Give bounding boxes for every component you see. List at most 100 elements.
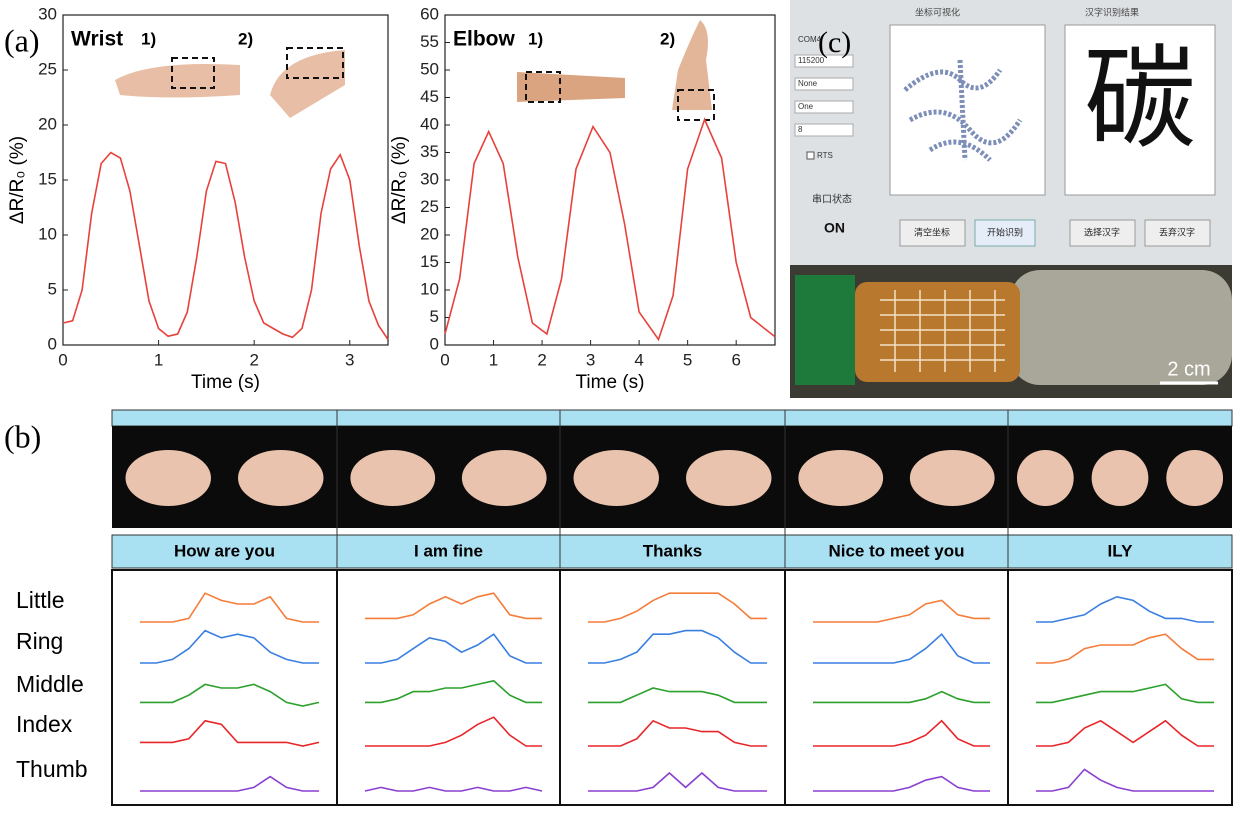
finger-trace [588,687,767,704]
y-tick-label: 15 [38,169,57,188]
finger-trace [813,690,990,704]
box-title: 汉字识别结果 [1085,6,1139,17]
panel-label: (a) [4,22,40,58]
finger-trace [588,629,767,664]
x-tick-label: 6 [731,350,740,369]
recognized-character: 碳 [1084,39,1196,163]
y-tick-label: 25 [420,197,439,216]
setting: 115200 [798,56,825,65]
gesture-photo [461,450,547,506]
chart-title: Elbow [453,28,515,51]
finger-trace [813,633,990,664]
checkbox-label: RTS [817,151,833,160]
finger-trace [365,633,542,664]
y-tick-label: 15 [420,252,439,271]
panel-label: (b) [4,418,41,454]
finger-trace [365,592,542,620]
gesture-label: How are you [174,541,275,560]
finger-label: Index [16,711,73,737]
button-label: 选择汉字 [1084,226,1120,237]
gesture-photo [573,450,659,506]
y-tick-label: 5 [48,279,57,298]
finger-label: Ring [16,628,63,654]
finger-trace [364,786,543,792]
finger-trace [140,683,320,707]
setting: COM4 [798,35,822,44]
finger-trace [588,592,767,623]
y-axis-label: ΔR/R₀ (%) [7,136,28,224]
y-tick-label: 5 [430,307,439,326]
checkbox [806,151,815,160]
data-line [444,117,776,342]
chart-title: Wrist [71,28,123,51]
finger-trace [588,771,767,792]
button-label: 丢弃汉字 [1159,226,1195,237]
data-line [62,151,389,340]
gesture-photo [1091,450,1149,506]
finger-label: Little [16,587,65,613]
gesture-photo [686,450,772,506]
finger-trace [1036,768,1214,792]
x-tick-label: 1 [489,350,498,369]
y-tick-label: 10 [420,279,439,298]
gesture-photo [125,450,211,506]
finger-trace [1036,683,1214,704]
y-tick-label: 20 [420,224,439,243]
y-tick-label: 55 [420,32,439,51]
gesture-photo [798,450,884,506]
y-tick-label: 40 [420,114,439,133]
annotation: 1) [141,29,156,48]
finger-trace [1036,633,1214,664]
x-tick-label: 5 [683,350,692,369]
finger-label: Middle [16,671,84,697]
annotation: 2) [238,29,253,48]
y-tick-label: 50 [420,59,439,78]
x-tick-label: 3 [345,350,354,369]
x-tick-label: 4 [634,350,643,369]
gesture-photo [1166,450,1224,506]
x-tick-label: 0 [440,350,449,369]
y-tick-label: 30 [38,4,57,23]
x-tick-label: 1 [154,350,163,369]
photos-a [115,20,715,121]
finger-trace [140,629,319,664]
finger-trace [365,716,542,747]
box-title: 坐标可视化 [915,6,960,17]
status: ON [824,220,845,236]
gesture-label: Thanks [643,541,703,560]
finger-trace [588,719,767,747]
finger-trace [1036,595,1214,623]
x-tick-label: 2 [537,350,546,369]
status-label: 串口状态 [812,193,852,206]
gesture-label: I am fine [414,541,483,560]
y-tick-label: 35 [420,142,439,161]
finger-trace [813,775,990,792]
x-axis-label: Time (s) [576,372,645,393]
y-tick-label: 30 [420,169,439,188]
finger-trace [1036,719,1214,747]
finger-label: Thumb [16,756,88,782]
y-tick-label: 20 [38,114,57,133]
y-tick-label: 45 [420,87,439,106]
annotation: 2) [660,29,675,48]
panel-label: (c) [818,26,851,59]
finger-trace [140,592,319,623]
panel-b-frame [111,409,1233,806]
finger-trace [140,775,319,792]
scale-bar-label: 2 cm [1167,358,1210,380]
annotation: 1) [528,29,543,48]
y-tick-label: 0 [48,334,57,353]
setting: One [798,102,814,111]
finger-trace [813,719,990,747]
x-axis-label: Time (s) [191,372,260,393]
x-tick-label: 0 [58,350,67,369]
y-tick-label: 60 [420,4,439,23]
gesture-photo [350,450,436,506]
x-tick-label: 2 [249,350,258,369]
button-label: 开始识别 [987,226,1023,237]
gesture-label: ILY [1108,541,1134,560]
gesture-label: Nice to meet you [828,541,964,560]
gesture-photo [1016,450,1074,506]
x-tick-label: 3 [586,350,595,369]
